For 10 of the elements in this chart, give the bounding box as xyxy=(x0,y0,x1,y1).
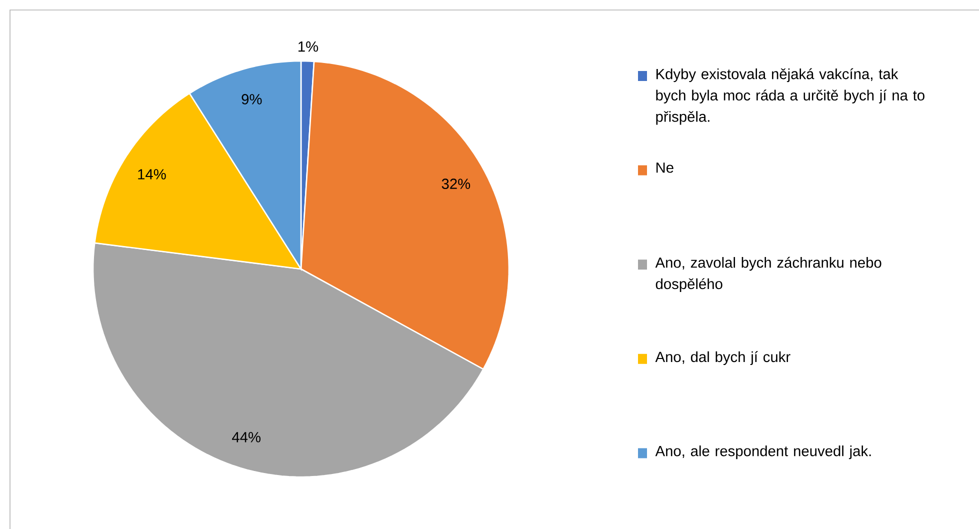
data-label: 44% xyxy=(232,432,261,442)
legend-label: Ne xyxy=(656,162,674,173)
legend-label: Ano, ale respondent neuvedl jak. xyxy=(655,445,871,460)
data-label: 32% xyxy=(442,178,470,190)
data-label: 1% xyxy=(298,41,318,52)
legend-label: Ano, dal bych jí cukr xyxy=(655,351,790,365)
data-label: 14% xyxy=(138,169,166,180)
data-label: 9% xyxy=(242,94,262,104)
legend-label: Ano, zavolal bych záchranku nebo dospělého xyxy=(655,256,882,292)
legend-label: Kdyby existovala nějaká vakcína, tak bych byla moc ráda a určitě bych jí na to přispěla. xyxy=(656,68,924,125)
